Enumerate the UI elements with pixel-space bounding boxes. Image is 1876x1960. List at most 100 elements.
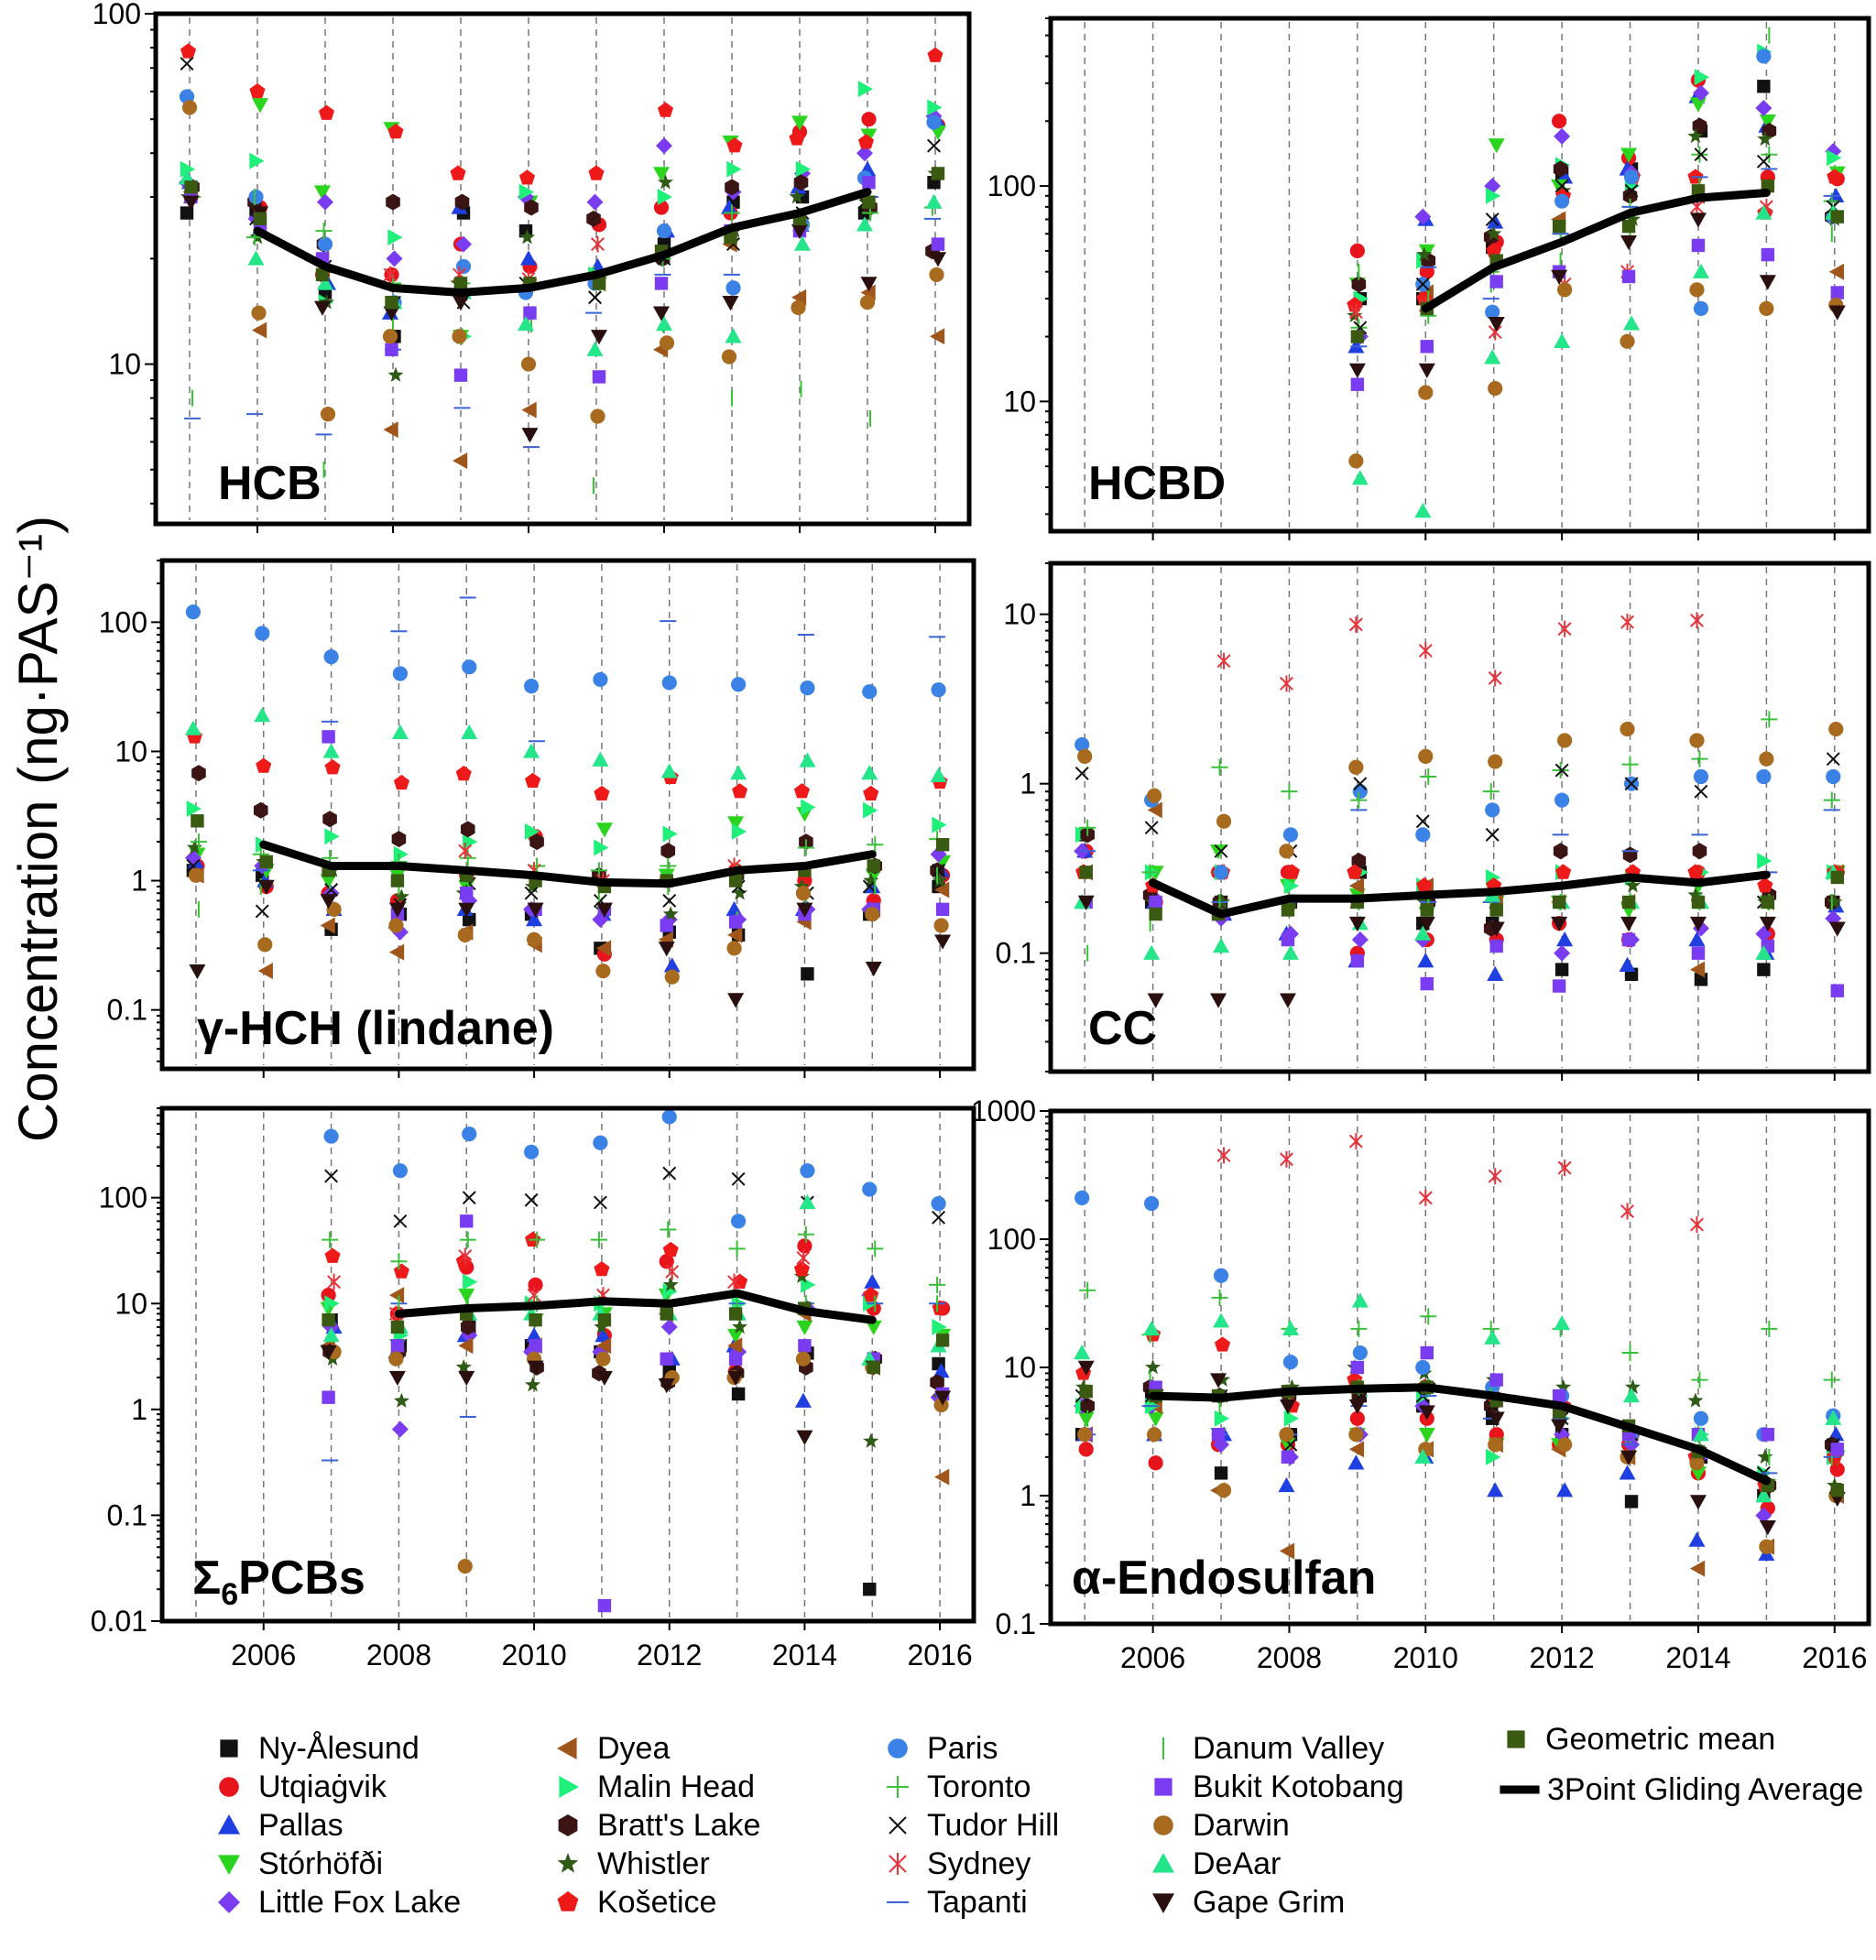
series-gape-grim bbox=[1348, 212, 1846, 378]
data-point bbox=[1147, 1411, 1164, 1427]
data-point bbox=[1761, 895, 1775, 909]
series-paris bbox=[323, 1109, 946, 1229]
data-point bbox=[1621, 756, 1639, 773]
data-point bbox=[658, 1378, 675, 1394]
data-point bbox=[1830, 1443, 1844, 1456]
panel-frame bbox=[159, 558, 976, 1072]
data-point bbox=[1689, 1455, 1705, 1471]
data-point bbox=[523, 743, 540, 758]
y-tick-label: 100 bbox=[987, 169, 1036, 202]
data-point bbox=[1281, 1450, 1295, 1465]
data-point bbox=[1418, 1405, 1435, 1421]
data-point bbox=[190, 833, 207, 851]
data-point bbox=[390, 1253, 408, 1270]
data-point bbox=[253, 801, 268, 819]
data-point bbox=[1554, 179, 1569, 193]
data-point bbox=[1420, 340, 1434, 354]
data-point bbox=[1144, 821, 1159, 835]
data-point bbox=[529, 1339, 542, 1353]
data-point bbox=[1486, 1448, 1501, 1465]
data-point bbox=[727, 993, 745, 1008]
data-point bbox=[315, 223, 333, 240]
data-point bbox=[1415, 827, 1431, 843]
data-point bbox=[322, 1312, 335, 1327]
panel-title: HCB bbox=[218, 457, 322, 510]
y-tick-label: 100 bbox=[93, 0, 141, 30]
data-point bbox=[863, 801, 878, 819]
data-point bbox=[249, 82, 266, 99]
data-point bbox=[1214, 1336, 1231, 1352]
legend-marker bbox=[218, 1855, 240, 1875]
data-point bbox=[1350, 1320, 1368, 1337]
series-gape-grim bbox=[182, 195, 946, 443]
data-point bbox=[1213, 865, 1229, 880]
data-point bbox=[1689, 961, 1706, 978]
data-point bbox=[390, 1339, 405, 1353]
data-point bbox=[383, 421, 398, 439]
data-point bbox=[1691, 750, 1708, 768]
data-point bbox=[865, 961, 882, 977]
data-point bbox=[252, 98, 268, 114]
data-point bbox=[1620, 721, 1635, 737]
data-point bbox=[925, 193, 943, 209]
legend-item-tudor-hill: Tudor Hill bbox=[889, 1808, 1059, 1843]
data-point bbox=[1074, 767, 1089, 780]
y-tick-label: 1000 bbox=[971, 1094, 1036, 1127]
data-point bbox=[1621, 219, 1636, 234]
data-point bbox=[1552, 219, 1566, 234]
series-dyea bbox=[182, 183, 945, 470]
data-point bbox=[317, 275, 333, 290]
data-point bbox=[393, 845, 409, 863]
data-point bbox=[324, 1169, 339, 1183]
data-point bbox=[252, 321, 267, 339]
series-paris bbox=[179, 89, 942, 310]
data-point bbox=[932, 1210, 946, 1225]
legend-item-tapanti: Tapanti bbox=[887, 1885, 1028, 1920]
series-tapanti bbox=[322, 1302, 946, 1462]
data-point bbox=[1420, 1308, 1437, 1325]
series-tudor-hill bbox=[186, 859, 946, 919]
data-point bbox=[1485, 802, 1500, 818]
data-point bbox=[184, 720, 202, 735]
data-point bbox=[383, 306, 400, 321]
data-point bbox=[1210, 993, 1227, 1008]
data-point bbox=[660, 857, 677, 875]
data-point bbox=[249, 152, 265, 169]
data-point bbox=[392, 1163, 409, 1179]
series-sydney bbox=[1216, 1133, 1704, 1234]
panel-title: γ-HCH (lindane) bbox=[197, 1002, 554, 1055]
data-point bbox=[1621, 269, 1636, 284]
data-point bbox=[320, 917, 335, 934]
data-point bbox=[721, 349, 737, 365]
data-point bbox=[1352, 1345, 1368, 1361]
data-point bbox=[1624, 777, 1639, 791]
data-point bbox=[453, 296, 469, 311]
data-point bbox=[660, 1352, 673, 1366]
data-point bbox=[1282, 944, 1299, 960]
data-point bbox=[1488, 317, 1505, 332]
data-point bbox=[1488, 1411, 1505, 1427]
data-point bbox=[1213, 938, 1230, 953]
data-point bbox=[1214, 1466, 1228, 1480]
data-point bbox=[1144, 1195, 1160, 1212]
data-point bbox=[793, 174, 809, 191]
panel-endosulfan: 0.1 1 10 100 1000 2006 2008 2010 2012 2014 2016 α-E… bbox=[971, 1094, 1871, 1674]
data-point bbox=[1213, 1312, 1230, 1328]
data-point bbox=[1689, 212, 1707, 228]
data-point bbox=[791, 299, 806, 315]
legend-marker bbox=[557, 1737, 577, 1759]
data-point bbox=[1554, 1315, 1571, 1331]
data-point bbox=[1143, 944, 1161, 960]
data-point bbox=[180, 57, 194, 71]
y-tick-label: 10 bbox=[1003, 598, 1036, 631]
series-tapanti bbox=[252, 596, 946, 872]
data-point bbox=[800, 1163, 815, 1179]
data-point bbox=[1349, 1410, 1365, 1426]
data-point bbox=[1689, 916, 1707, 932]
x-tick-label: 2014 bbox=[772, 1639, 837, 1671]
data-point bbox=[1552, 114, 1567, 129]
legend-label: Geometric mean bbox=[1545, 1722, 1775, 1757]
data-point bbox=[1759, 1519, 1776, 1536]
series-darwin bbox=[326, 1344, 949, 1574]
data-point bbox=[387, 366, 404, 382]
